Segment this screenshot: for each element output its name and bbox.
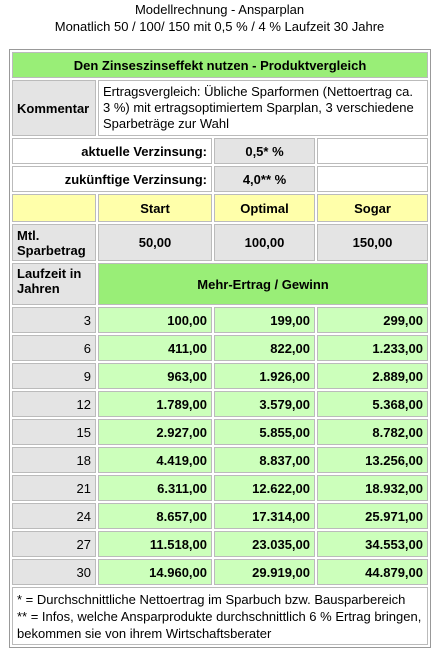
rate-label: aktuelle Verzinsung: [12, 138, 212, 164]
result-value: 1.926,00 [214, 363, 315, 389]
result-value: 963,00 [98, 363, 212, 389]
year-cell: 6 [12, 335, 96, 361]
table-row: 30 14.960,00 29.919,00 44.879,00 [12, 559, 428, 585]
result-value: 822,00 [214, 335, 315, 361]
table-row: 12 1.789,00 3.579,00 5.368,00 [12, 391, 428, 417]
result-value: 29.919,00 [214, 559, 315, 585]
result-value: 8.837,00 [214, 447, 315, 473]
result-value: 4.419,00 [98, 447, 212, 473]
rate-label: zukünftige Verzinsung: [12, 166, 212, 192]
rate-value: 0,5* % [214, 138, 315, 164]
year-cell: 12 [12, 391, 96, 417]
column-header: Sogar [317, 194, 428, 222]
result-value: 11.518,00 [98, 531, 212, 557]
years-label: Laufzeit in Jahren [12, 263, 96, 305]
result-value: 2.889,00 [317, 363, 428, 389]
result-value: 13.256,00 [317, 447, 428, 473]
result-value: 100,00 [98, 307, 212, 333]
year-cell: 30 [12, 559, 96, 585]
result-value: 3.579,00 [214, 391, 315, 417]
page-subtitle: Monatlich 50 / 100/ 150 mit 0,5 % / 4 % … [54, 19, 385, 34]
result-value: 34.553,00 [317, 531, 428, 557]
result-value: 2.927,00 [98, 419, 212, 445]
table-row: 21 6.311,00 12.622,00 18.932,00 [12, 475, 428, 501]
year-cell: 3 [12, 307, 96, 333]
table-row: 6 411,00 822,00 1.233,00 [12, 335, 428, 361]
result-label: Mehr-Ertrag / Gewinn [98, 263, 428, 305]
savings-value: 150,00 [317, 224, 428, 261]
year-cell: 15 [12, 419, 96, 445]
result-value: 199,00 [214, 307, 315, 333]
table-row: 18 4.419,00 8.837,00 13.256,00 [12, 447, 428, 473]
table-title: Den Zinseszinseffekt nutzen - Produktver… [12, 52, 428, 78]
result-value: 8.657,00 [98, 503, 212, 529]
result-value: 5.855,00 [214, 419, 315, 445]
year-cell: 27 [12, 531, 96, 557]
year-cell: 21 [12, 475, 96, 501]
result-value: 44.879,00 [317, 559, 428, 585]
result-value: 1.233,00 [317, 335, 428, 361]
footnotes: * = Durchschnittliche Nettoertrag im Spa… [12, 587, 428, 645]
comparison-table: Den Zinseszinseffekt nutzen - Produktver… [9, 49, 431, 648]
result-value: 299,00 [317, 307, 428, 333]
result-value: 8.782,00 [317, 419, 428, 445]
footnote: ** = Infos, welche Ansparprodukte durchs… [17, 608, 422, 641]
footnote: * = Durchschnittliche Nettoertrag im Spa… [17, 591, 406, 607]
result-value: 23.035,00 [214, 531, 315, 557]
savings-label: Mtl. Sparbetrag [12, 224, 96, 261]
footnote-row: * = Durchschnittliche Nettoertrag im Spa… [12, 587, 428, 645]
table-row: 24 8.657,00 17.314,00 25.971,00 [12, 503, 428, 529]
year-cell: 24 [12, 503, 96, 529]
column-header: Optimal [214, 194, 315, 222]
result-value: 12.622,00 [214, 475, 315, 501]
year-cell: 9 [12, 363, 96, 389]
table-row: 27 11.518,00 23.035,00 34.553,00 [12, 531, 428, 557]
result-value: 1.789,00 [98, 391, 212, 417]
savings-value: 50,00 [98, 224, 212, 261]
result-value: 14.960,00 [98, 559, 212, 585]
result-value: 17.314,00 [214, 503, 315, 529]
column-header: Start [98, 194, 212, 222]
page-title: Modellrechnung - Ansparplan [134, 2, 305, 17]
result-value: 411,00 [98, 335, 212, 361]
page-header: Modellrechnung - Ansparplan Monatlich 50… [0, 0, 439, 35]
table-row: 15 2.927,00 5.855,00 8.782,00 [12, 419, 428, 445]
year-cell: 18 [12, 447, 96, 473]
result-value: 6.311,00 [98, 475, 212, 501]
result-value: 5.368,00 [317, 391, 428, 417]
table-row: 3 100,00 199,00 299,00 [12, 307, 428, 333]
table-row: 9 963,00 1.926,00 2.889,00 [12, 363, 428, 389]
rate-value: 4,0** % [214, 166, 315, 192]
comment-text: Ertragsvergleich: Übliche Sparformen (Ne… [98, 80, 428, 136]
comment-label: Kommentar [12, 80, 96, 136]
savings-value: 100,00 [214, 224, 315, 261]
result-value: 18.932,00 [317, 475, 428, 501]
result-value: 25.971,00 [317, 503, 428, 529]
